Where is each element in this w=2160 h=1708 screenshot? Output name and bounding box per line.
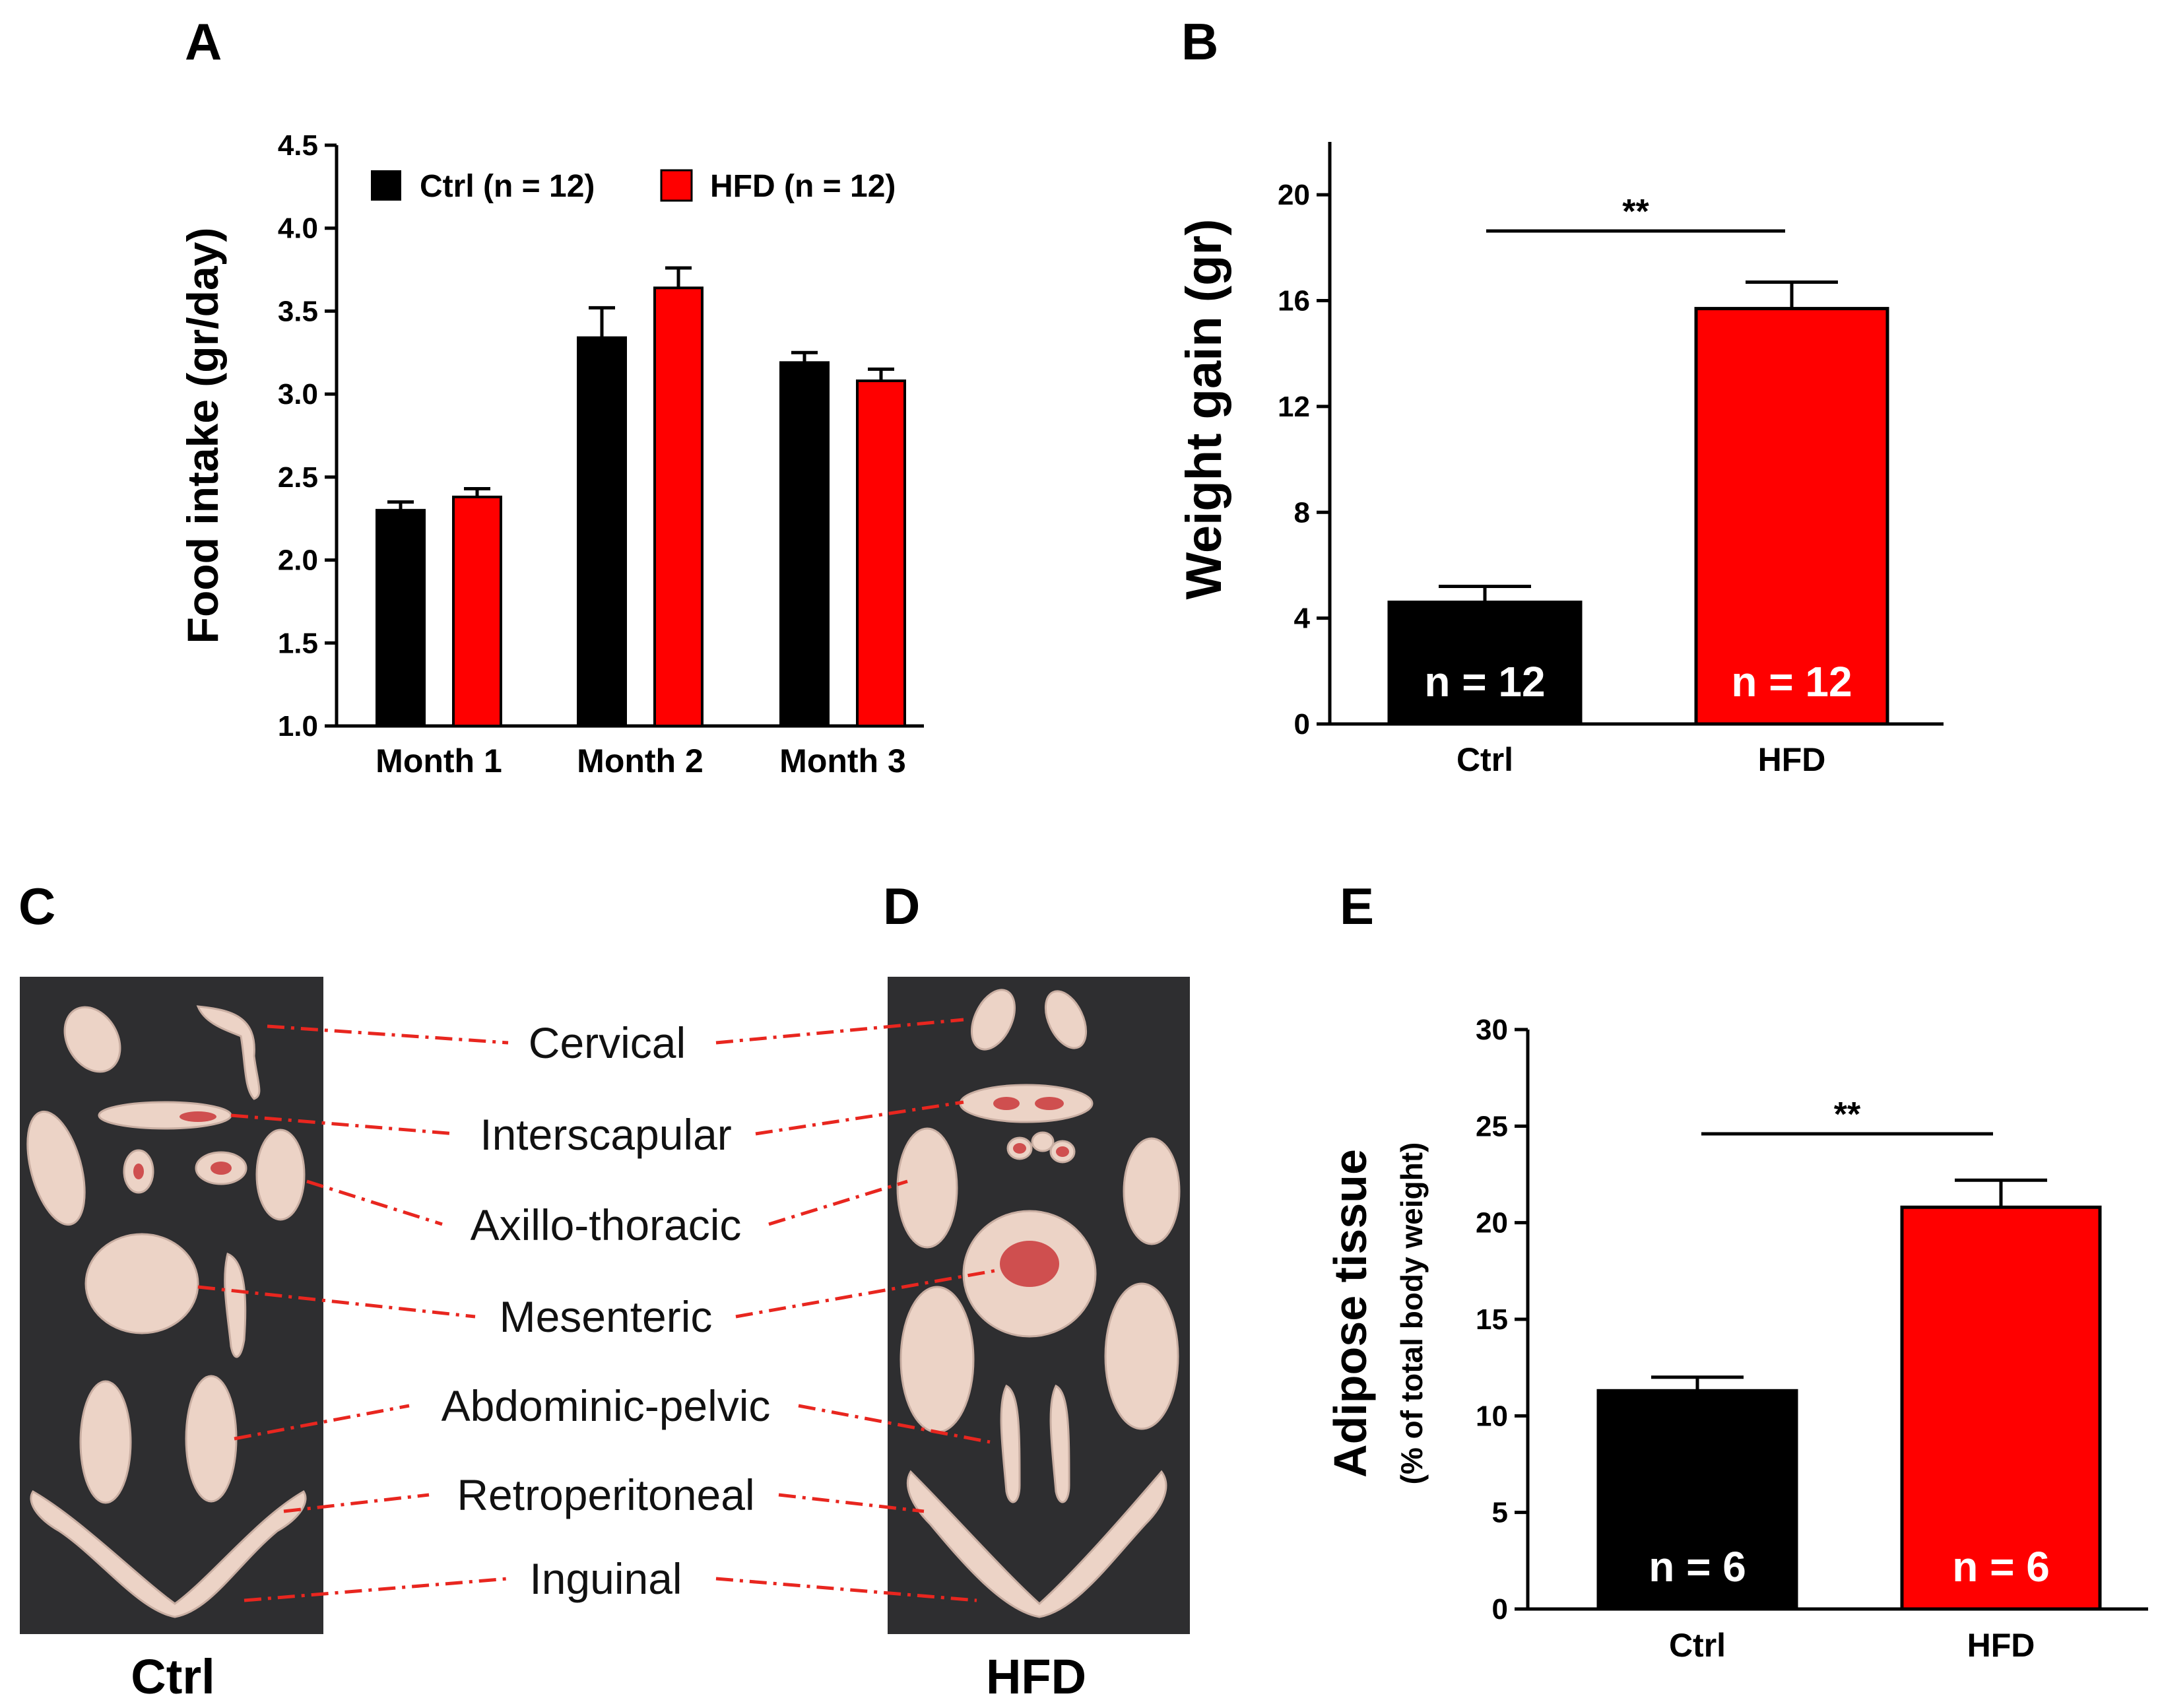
chart-e-ytick-label: 20 [1476,1207,1508,1239]
chart-b-significance-label: ** [1622,193,1649,231]
depot-label-interscapular: Interscapular [480,1110,732,1159]
photo-hfd-dissection [888,977,1190,1634]
chart-e-category-label: Ctrl [1669,1627,1726,1664]
chart-e-ytick-label: 25 [1476,1110,1508,1142]
chart-a-ytick-label: 3.5 [278,295,318,327]
chart-a-ytick-label: 2.5 [278,461,318,494]
leader-hfd-interscapular [755,1100,964,1136]
chart-b-bar-n-label: n = 12 [1731,658,1852,706]
leader-ctrl-interscapular [230,1113,456,1136]
chart-b-category-label: HFD [1758,741,1826,778]
leader-hfd-cervical [715,1018,964,1045]
chart-a-food-intake: Food intake (gr/day) 1.0 1.5 2.0 2.5 3.0 3.5 4… [178,129,924,779]
chart-a-bar-ctrl-3 [779,361,830,727]
chart-b-category-label: Ctrl [1456,741,1513,778]
legend-label-hfd: HFD (n = 12) [710,169,896,204]
chart-b-ytick-label: 0 [1294,708,1310,740]
leader-ctrl-axillo-thoracic [306,1179,443,1226]
depot-leader-lines [197,1018,997,1602]
chart-e-bar-n-label: n = 6 [1952,1543,2050,1591]
leader-hfd-axillo-thoracic [768,1179,908,1226]
leader-ctrl-inguinal [244,1577,509,1602]
chart-e-bar-hfd [1900,1205,2102,1611]
chart-b-ytick-label: 4 [1294,603,1311,635]
leader-hfd-mesenteric [735,1268,997,1319]
depot-label-axillo-thoracic: Axillo-thoracic [471,1200,742,1249]
panel-letter-c: C [18,877,55,935]
panel-letter-a: A [185,13,222,71]
chart-b-y-label: Weight gain (gr) [1176,219,1232,600]
chart-e-ytick-label: 0 [1492,1593,1508,1626]
chart-b-bar-hfd [1694,307,1889,726]
depot-label-retroperitoneal: Retroperitoneal [457,1470,754,1519]
depot-label-inguinal: Inguinal [529,1554,682,1603]
panel-letter-e: E [1340,877,1374,935]
chart-e-adipose-tissue: Adipose tissue (% of total body weight) … [1325,1014,2148,1664]
chart-e-category-label: HFD [1967,1627,2035,1664]
chart-e-ytick-label: 15 [1476,1303,1508,1336]
chart-a-ytick-label: 1.5 [278,627,318,659]
chart-e-ytick-label: 5 [1492,1497,1508,1529]
panel-letter-d: D [883,877,920,935]
chart-e-bar-n-label: n = 6 [1649,1543,1746,1591]
chart-a-bar-hfd-2 [653,286,704,727]
chart-e-ytick-label: 10 [1476,1400,1508,1432]
chart-a-ytick-label: 2.0 [278,544,318,577]
chart-b-ytick-label: 20 [1278,179,1310,211]
legend-swatch-ctrl [371,170,401,201]
photo-ctrl-caption: Ctrl [131,1649,214,1704]
chart-a-ytick-label: 3.0 [278,378,318,411]
chart-b-bar-n-label: n = 12 [1424,658,1545,706]
depot-label-mesenteric: Mesenteric [500,1292,713,1341]
chart-e-significance-label: ** [1834,1096,1861,1134]
leader-ctrl-mesenteric [197,1285,476,1319]
depot-label-abdominic-pelvic: Abdominic-pelvic [442,1381,771,1430]
depot-label-cervical: Cervical [529,1018,686,1067]
photo-hfd-tissue-highlights [993,1097,1069,1287]
chart-e-y-label: Adipose tissue [1325,1149,1376,1478]
chart-a-bar-ctrl-1 [376,509,426,728]
chart-a-bar-ctrl-2 [577,336,627,727]
photo-ctrl-dissection [20,977,323,1634]
panel-letter-b: B [1181,13,1218,71]
chart-a-bar-hfd-3 [856,379,906,727]
chart-a-ytick-label: 4.0 [278,213,318,245]
chart-b-ytick-label: 12 [1278,391,1310,423]
leader-ctrl-abdominic-pelvic [234,1404,410,1441]
leader-ctrl-cervical [267,1024,509,1045]
photo-hfd-caption: HFD [986,1649,1086,1704]
chart-a-category-label: Month 3 [779,742,906,779]
photo-ctrl-tissue-highlights [133,1111,232,1179]
legend-swatch-hfd [660,169,693,202]
chart-a-category-label: Month 1 [376,742,502,779]
chart-a-y-label: Food intake (gr/day) [178,228,227,644]
chart-a-bar-hfd-1 [452,496,502,727]
chart-e-bar-ctrl [1596,1389,1798,1611]
chart-b-ytick-label: 8 [1294,496,1310,529]
chart-e-ytick-label: 30 [1476,1014,1508,1046]
leader-hfd-inguinal [715,1577,977,1602]
chart-a-category-label: Month 2 [577,742,704,779]
legend-label-ctrl: Ctrl (n = 12) [420,169,595,204]
chart-b-bar-ctrl [1387,601,1583,726]
depot-label-group: Cervical Interscapular Axillo-thoracic M… [442,1018,771,1603]
leader-hfd-retroperitoneal [778,1493,925,1513]
leader-ctrl-retroperitoneal [283,1493,430,1513]
photo-ctrl-tissues [26,1005,307,1618]
chart-a-ytick-label: 4.5 [278,129,318,162]
chart-b-ytick-label: 16 [1278,285,1310,317]
chart-e-y-sublabel: (% of total body weight) [1394,1142,1429,1485]
chart-a-ytick-label: 1.0 [278,710,318,742]
